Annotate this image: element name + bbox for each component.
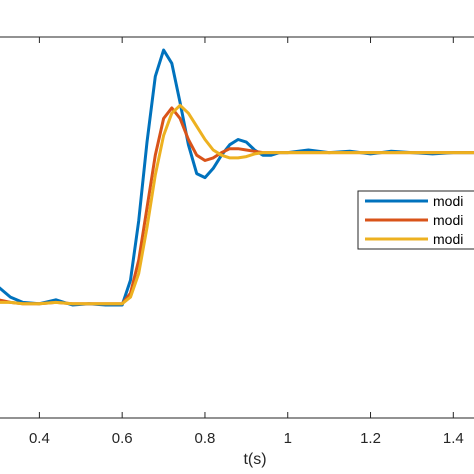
- x-tick-label: 0.8: [195, 430, 216, 447]
- legend: modi modi modi: [357, 190, 474, 250]
- legend-label-1: modi: [433, 193, 463, 209]
- x-tick-label: 0.4: [29, 430, 50, 447]
- series-line-3: [0, 103, 474, 306]
- x-tick-label: 1: [284, 430, 292, 447]
- x-axis: 0.4 0.6 0.8 1 1.2 1.4: [29, 37, 464, 447]
- legend-label-2: modi: [433, 212, 463, 228]
- series-layer: [0, 48, 474, 307]
- x-tick-label: 1.4: [443, 430, 464, 447]
- x-tick-label: 1.2: [360, 430, 381, 447]
- x-tick-label: 0.6: [112, 430, 133, 447]
- x-axis-title: t(s): [243, 451, 266, 468]
- legend-label-3: modi: [433, 231, 463, 247]
